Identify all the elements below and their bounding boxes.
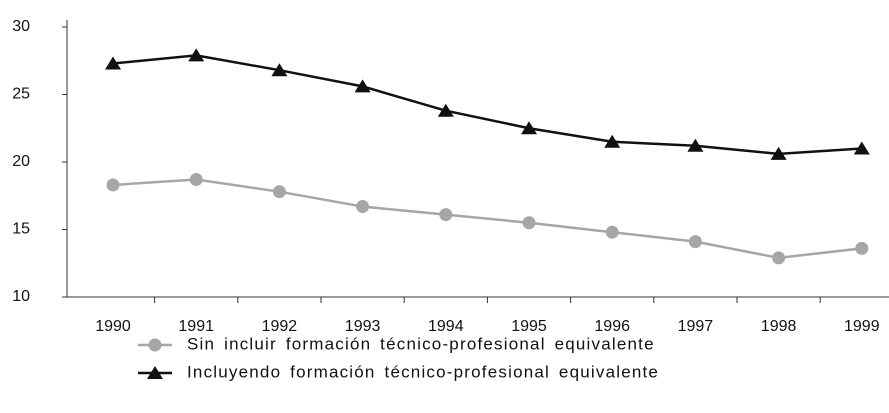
point: [356, 200, 370, 214]
point: [770, 146, 787, 160]
y-tick-label: 25: [12, 86, 30, 103]
x-tick-label: 1996: [594, 318, 630, 335]
x-tick-label: 1991: [178, 318, 214, 335]
x-tick-label: 1995: [511, 318, 547, 335]
y-tick-label: 15: [12, 221, 30, 238]
x-tick-label: 1997: [678, 318, 714, 335]
y-tick-label: 20: [12, 153, 30, 170]
legend-marker: [148, 338, 162, 352]
point: [271, 63, 288, 77]
point: [521, 121, 537, 135]
legend-label: Sin incluir formación técnico-profesiona…: [187, 334, 655, 353]
x-tick-label: 1993: [345, 318, 381, 335]
point: [437, 103, 454, 117]
point: [189, 173, 203, 187]
point: [106, 178, 120, 192]
x-tick-label: 1994: [428, 318, 464, 335]
point: [853, 141, 870, 155]
x-tick-label: 1999: [844, 318, 880, 335]
x-tick-label: 1990: [95, 318, 131, 335]
y-tick-label: 10: [12, 288, 30, 305]
y-tick-label: 30: [12, 18, 30, 35]
legend-marker: [147, 366, 163, 379]
line: [112, 54, 862, 156]
x-tick-label: 1998: [761, 318, 797, 335]
point: [687, 138, 704, 152]
line: [112, 178, 862, 260]
point: [772, 251, 786, 265]
point: [855, 241, 869, 255]
point: [439, 208, 453, 222]
x-tick-label: 1992: [262, 318, 298, 335]
point: [354, 79, 371, 93]
point: [188, 48, 205, 62]
point: [688, 235, 702, 249]
point: [605, 225, 619, 239]
legend-label: Incluyendo formación técnico-profesional…: [187, 362, 659, 381]
point: [604, 134, 621, 148]
point: [272, 185, 286, 199]
point: [522, 216, 536, 230]
point: [105, 56, 121, 70]
